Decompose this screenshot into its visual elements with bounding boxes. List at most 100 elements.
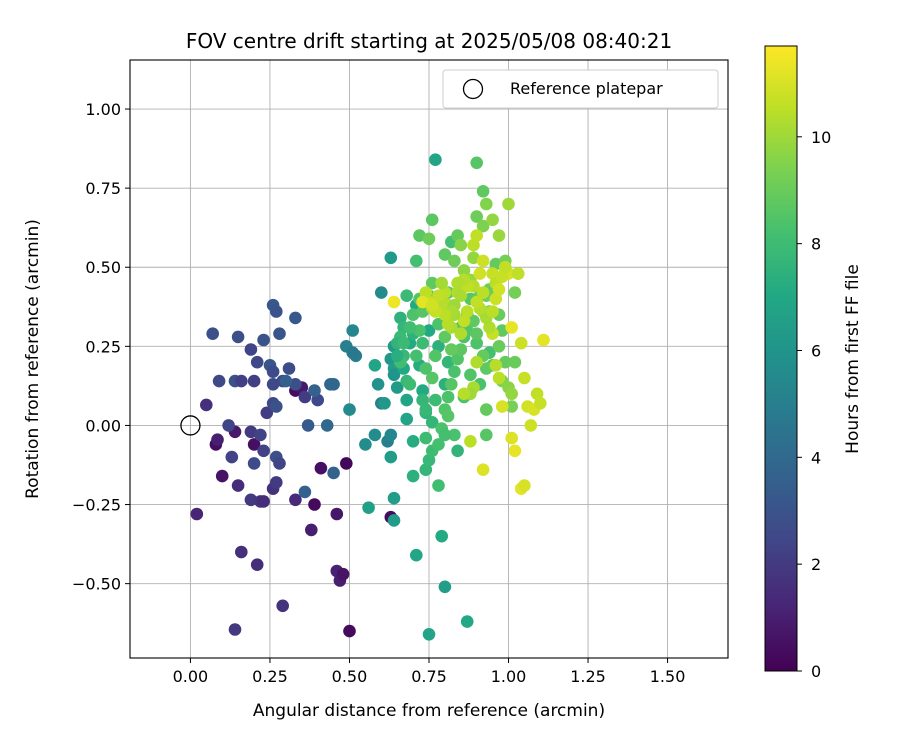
data-point bbox=[200, 398, 213, 412]
data-point bbox=[457, 264, 471, 277]
data-point bbox=[492, 371, 506, 385]
data-point bbox=[375, 286, 388, 299]
data-point bbox=[343, 624, 356, 638]
data-point bbox=[308, 384, 321, 397]
data-point bbox=[257, 495, 270, 508]
y-axis-ticks: −0.50 −0.25 0.00 0.25 0.50 0.75 1.00 bbox=[72, 100, 130, 594]
data-point bbox=[410, 349, 423, 363]
data-point bbox=[470, 327, 484, 341]
legend-marker-icon bbox=[462, 78, 484, 100]
data-point bbox=[425, 371, 439, 385]
data-point bbox=[254, 428, 267, 442]
colorbar-tick-label: 4 bbox=[811, 448, 821, 467]
data-point bbox=[470, 336, 484, 350]
data-point bbox=[445, 343, 458, 356]
data-point bbox=[429, 153, 442, 166]
data-point bbox=[247, 374, 261, 388]
data-point bbox=[473, 267, 487, 280]
data-point bbox=[320, 419, 334, 432]
data-point bbox=[346, 346, 360, 360]
data-point bbox=[390, 381, 404, 394]
legend-entry-reference-platepar: Reference platepar bbox=[510, 79, 663, 98]
data-point bbox=[419, 362, 433, 375]
data-point bbox=[419, 463, 433, 477]
data-point bbox=[499, 260, 512, 274]
data-point bbox=[406, 435, 420, 448]
data-point bbox=[435, 529, 449, 543]
y-tick-label: 0.00 bbox=[85, 416, 121, 435]
data-point bbox=[390, 349, 404, 363]
data-point bbox=[508, 286, 522, 299]
data-point bbox=[425, 416, 439, 429]
y-axis-label: Rotation from reference (arcmin) bbox=[23, 219, 43, 499]
data-point bbox=[495, 400, 509, 413]
data-point bbox=[489, 359, 503, 372]
data-point bbox=[400, 412, 414, 426]
data-point bbox=[476, 463, 490, 477]
data-point bbox=[486, 305, 499, 318]
data-point bbox=[425, 213, 439, 227]
data-point bbox=[400, 393, 414, 407]
data-point bbox=[298, 390, 312, 404]
colorbar-tick-label: 6 bbox=[811, 341, 821, 360]
data-point bbox=[518, 479, 531, 492]
data-points bbox=[190, 153, 550, 641]
data-point bbox=[429, 393, 442, 407]
data-point bbox=[432, 317, 445, 331]
data-point bbox=[451, 352, 464, 366]
y-tick-label: 1.00 bbox=[85, 100, 121, 119]
legend: Reference platepar bbox=[442, 69, 719, 109]
data-point bbox=[505, 400, 518, 413]
data-point bbox=[330, 507, 344, 521]
data-point bbox=[340, 457, 353, 470]
data-point bbox=[438, 308, 452, 322]
data-point bbox=[305, 523, 318, 537]
data-point bbox=[438, 428, 452, 442]
data-point bbox=[448, 254, 461, 268]
data-point bbox=[384, 251, 398, 265]
data-point bbox=[298, 485, 312, 499]
data-point bbox=[235, 374, 248, 388]
data-point bbox=[448, 365, 461, 379]
colorbar-gradient bbox=[764, 45, 798, 672]
x-tick-label: 1.00 bbox=[491, 667, 527, 686]
data-point bbox=[273, 327, 286, 341]
data-point bbox=[425, 298, 439, 312]
x-tick-label: 1.50 bbox=[650, 667, 686, 686]
y-tick-label: 0.75 bbox=[85, 179, 121, 198]
data-point bbox=[480, 428, 493, 442]
data-point bbox=[441, 355, 455, 369]
data-point bbox=[416, 384, 429, 397]
data-point bbox=[228, 623, 242, 636]
data-point bbox=[486, 213, 499, 227]
data-point bbox=[270, 400, 283, 413]
data-point bbox=[470, 355, 484, 369]
colorbar-tick-label: 0 bbox=[811, 662, 821, 681]
colorbar-tick-label: 2 bbox=[811, 555, 821, 574]
data-point bbox=[190, 507, 204, 521]
data-point bbox=[211, 433, 224, 447]
data-point bbox=[403, 321, 417, 334]
data-point bbox=[301, 419, 315, 432]
legend-box bbox=[442, 69, 719, 109]
data-point bbox=[289, 493, 302, 507]
data-point bbox=[231, 330, 245, 344]
data-point bbox=[460, 615, 474, 628]
data-point bbox=[270, 305, 283, 318]
data-point bbox=[336, 567, 350, 581]
data-point bbox=[387, 514, 401, 527]
data-point bbox=[483, 321, 496, 334]
data-point bbox=[505, 431, 518, 445]
data-point bbox=[257, 444, 270, 458]
data-point bbox=[387, 491, 401, 505]
x-tick-label: 0.50 bbox=[332, 667, 368, 686]
data-point bbox=[362, 501, 375, 514]
data-point bbox=[368, 359, 382, 372]
data-point bbox=[464, 435, 477, 448]
data-point bbox=[495, 270, 509, 284]
data-point bbox=[308, 498, 321, 511]
data-point bbox=[314, 461, 328, 475]
data-point bbox=[244, 343, 258, 356]
data-point bbox=[505, 321, 518, 334]
data-point bbox=[279, 374, 293, 388]
